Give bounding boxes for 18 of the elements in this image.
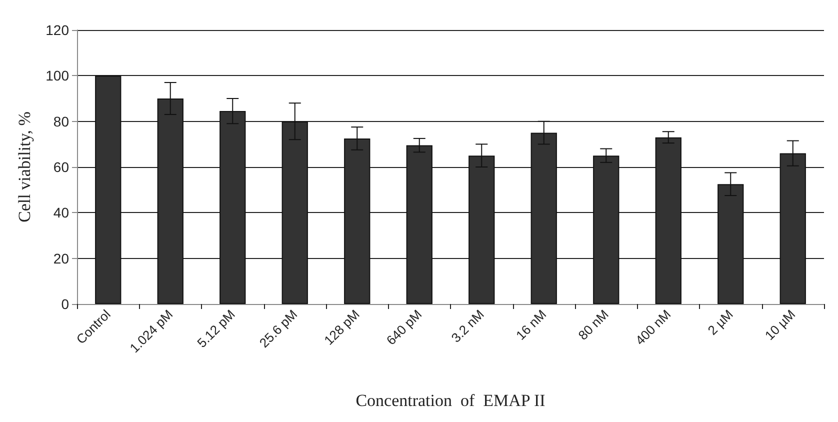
x-tick-label: 80 nM bbox=[575, 306, 612, 343]
x-tick-label: 5.12 pM bbox=[194, 306, 238, 350]
y-tick-label: 120 bbox=[46, 22, 70, 38]
x-tick-label: 16 nM bbox=[513, 306, 550, 343]
y-axis-title: Cell viability, % bbox=[15, 112, 34, 222]
x-tick-label: 640 pM bbox=[383, 306, 425, 348]
x-tick-label: 128 pM bbox=[321, 306, 362, 348]
x-tick-label: 2 µM bbox=[704, 306, 736, 338]
y-tick-label: 20 bbox=[53, 250, 70, 266]
x-tick-label: 3.2 nM bbox=[448, 306, 487, 346]
y-tick-label: 80 bbox=[53, 113, 70, 130]
x-tick-label: 400 nM bbox=[632, 306, 674, 348]
y-tick-label: 60 bbox=[53, 159, 70, 175]
y-tick-label: 100 bbox=[46, 68, 70, 84]
y-tick-label: 40 bbox=[53, 204, 70, 221]
x-axis-title: Concentration of EMAP II bbox=[356, 391, 546, 410]
x-tick-label: 10 µM bbox=[762, 306, 798, 344]
y-tick-label: 0 bbox=[61, 296, 70, 312]
